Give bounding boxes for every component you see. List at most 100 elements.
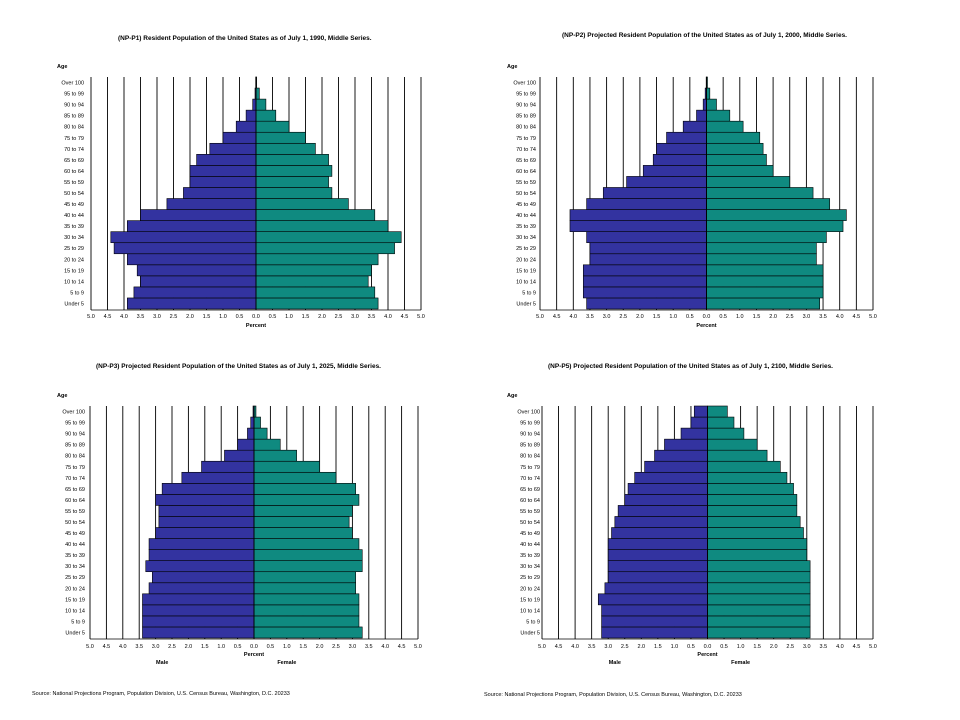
age-group-label: 30 to 34	[520, 564, 540, 570]
male-bar	[181, 471, 255, 484]
female-label: Female	[731, 660, 750, 666]
chart-title: (NP-P2) Projected Resident Population of…	[562, 32, 847, 39]
female-bar	[255, 198, 349, 210]
age-group-label: 65 to 69	[64, 158, 84, 164]
age-group-label: 55 to 59	[65, 509, 85, 515]
age-group-label: 15 to 19	[516, 268, 536, 274]
male-bar	[617, 505, 708, 517]
male-bar	[113, 242, 257, 255]
female-bar	[707, 449, 768, 462]
male-bar	[604, 582, 708, 595]
male-bar	[607, 538, 708, 550]
female-bar	[706, 231, 827, 244]
female-bar	[253, 460, 320, 473]
age-group-label: 10 to 14	[65, 608, 85, 614]
chart-panel-2025: (NP-P3) Projected Resident Population of…	[0, 360, 480, 700]
male-bar	[222, 131, 257, 144]
female-bar	[253, 516, 350, 528]
age-group-label: 80 to 84	[520, 454, 540, 460]
female-bar	[253, 483, 356, 495]
male-bar	[127, 253, 257, 266]
age-group-label: 70 to 74	[65, 476, 85, 482]
female-bar	[253, 427, 268, 440]
male-bar	[252, 98, 257, 111]
female-bar	[706, 142, 764, 155]
female-bar	[706, 209, 847, 221]
female-bar	[255, 165, 333, 177]
male-bar	[569, 209, 707, 221]
x-tick-label: 1.0	[736, 314, 744, 320]
age-group-label: 65 to 69	[65, 487, 85, 493]
chart-panel-2000: (NP-P2) Projected Resident Population of…	[480, 0, 960, 360]
female-bar	[707, 549, 808, 561]
male-bar	[586, 297, 707, 310]
male-bar	[601, 615, 708, 628]
x-tick-label: 2.0	[185, 644, 193, 650]
male-bar	[110, 231, 257, 244]
female-bar	[255, 120, 290, 133]
male-bar	[183, 187, 257, 199]
female-bar	[255, 242, 395, 255]
age-group-label: 5 to 9	[70, 290, 84, 296]
female-bar	[706, 98, 717, 111]
female-bar	[706, 165, 774, 177]
male-bar	[601, 626, 708, 639]
x-tick-label: 5.0	[536, 314, 544, 320]
male-bar	[586, 231, 707, 244]
male-bar	[142, 615, 255, 628]
male-bar	[140, 275, 257, 288]
age-group-label: Under 5	[65, 630, 85, 636]
female-bar	[255, 131, 306, 144]
age-group-label: 95 to 99	[520, 421, 540, 427]
female-bar	[707, 516, 801, 528]
male-bar	[237, 438, 255, 451]
age-group-label: 90 to 94	[520, 432, 540, 438]
female-bar	[255, 253, 379, 266]
age-group-label: Under 5	[516, 301, 536, 307]
x-tick-label: 3.5	[819, 314, 827, 320]
male-bar	[586, 198, 707, 210]
male-bar	[601, 604, 708, 617]
x-tick-label: 1.5	[654, 644, 662, 650]
age-group-label: 90 to 94	[64, 103, 84, 109]
female-bar	[706, 198, 831, 210]
male-bar	[161, 483, 255, 495]
male-bar	[155, 494, 255, 506]
female-bar	[706, 275, 824, 288]
female-bar	[253, 604, 360, 617]
age-group-label: 45 to 49	[64, 202, 84, 208]
x-tick-label: 4.5	[555, 644, 563, 650]
male-bar	[127, 220, 257, 232]
x-tick-label: 3.5	[135, 644, 143, 650]
male-bar	[148, 582, 255, 595]
male-bar	[148, 538, 255, 550]
male-label: Male	[156, 660, 168, 666]
x-tick-label: 1.0	[671, 644, 679, 650]
age-group-label: 20 to 24	[520, 586, 540, 592]
age-group-label: 55 to 59	[520, 509, 540, 515]
male-bar	[690, 416, 708, 429]
x-tick-label: 5.0	[87, 314, 95, 320]
female-bar	[707, 527, 804, 539]
x-tick-label: 3.0	[803, 644, 811, 650]
age-group-label: 50 to 54	[516, 191, 536, 197]
age-group-label: 5 to 9	[71, 619, 85, 625]
chart-title: (NP-P3) Projected Resident Population of…	[96, 363, 381, 370]
female-bar	[255, 142, 316, 155]
age-group-label: 35 to 39	[65, 553, 85, 559]
age-group-label: 35 to 39	[520, 553, 540, 559]
x-tick-label: 2.5	[332, 644, 340, 650]
male-bar	[152, 571, 255, 584]
x-tick-label: 1.5	[753, 314, 761, 320]
female-bar	[253, 438, 281, 451]
female-bar	[707, 460, 781, 473]
male-bar	[664, 438, 708, 451]
x-tick-label: 3.5	[365, 644, 373, 650]
source-note: Source: National Projections Program, Po…	[484, 692, 742, 698]
male-bar	[155, 527, 255, 539]
age-group-label: 5 to 9	[526, 619, 540, 625]
male-bar	[245, 109, 257, 122]
x-tick-label: 3.0	[603, 314, 611, 320]
age-group-label: 25 to 29	[516, 246, 536, 252]
x-tick-label: 0.5	[236, 314, 244, 320]
